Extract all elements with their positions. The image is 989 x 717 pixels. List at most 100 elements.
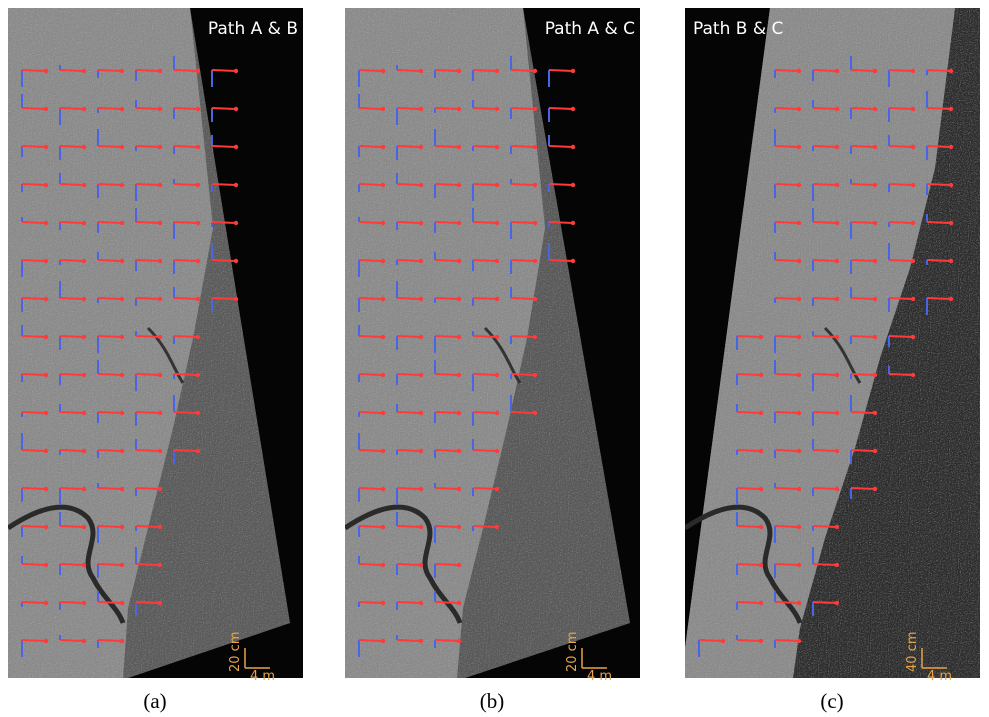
vector-horizontal	[889, 108, 913, 109]
vector-head	[797, 449, 801, 453]
vector-head	[457, 601, 461, 605]
vector-head	[495, 449, 499, 453]
vector-horizontal	[813, 412, 837, 413]
vector-head	[158, 601, 162, 605]
vector-horizontal	[22, 222, 46, 223]
vector-horizontal	[359, 526, 383, 527]
scale-label-vertical: 20 cm	[228, 632, 243, 673]
vector-horizontal	[359, 336, 383, 337]
vector-head	[158, 107, 162, 111]
vector-head	[759, 639, 763, 643]
vector-horizontal	[60, 184, 84, 185]
vector-horizontal	[397, 222, 421, 223]
vector-head	[949, 107, 953, 111]
panel-title: Path A & C	[545, 19, 635, 39]
vector-horizontal	[397, 450, 421, 451]
vector-horizontal	[549, 70, 573, 71]
vector-horizontal	[397, 564, 421, 565]
vector-horizontal	[699, 640, 723, 641]
vector-horizontal	[889, 222, 913, 223]
vector-head	[196, 373, 200, 377]
vector-head	[82, 107, 86, 111]
vector-horizontal	[775, 260, 799, 261]
vector-head	[158, 183, 162, 187]
vector-horizontal	[775, 70, 799, 71]
vector-horizontal	[22, 108, 46, 109]
vector-head	[82, 335, 86, 339]
vector-horizontal	[473, 222, 497, 223]
vector-head	[120, 449, 124, 453]
vector-horizontal	[851, 450, 875, 451]
vector-horizontal	[359, 222, 383, 223]
vector-head	[873, 335, 877, 339]
vector-horizontal	[397, 70, 421, 71]
vector-horizontal	[60, 336, 84, 337]
vector-head	[759, 601, 763, 605]
vector-head	[381, 335, 385, 339]
vector-horizontal	[813, 146, 837, 147]
vector-head	[82, 563, 86, 567]
vector-horizontal	[22, 602, 46, 603]
vector-horizontal	[813, 602, 837, 603]
vector-head	[759, 373, 763, 377]
vector-horizontal	[737, 336, 761, 337]
vector-horizontal	[889, 374, 913, 375]
panel: Path A & C20 cm4 m	[345, 8, 640, 684]
vector-horizontal	[549, 146, 573, 147]
vector-head	[797, 221, 801, 225]
vector-horizontal	[435, 184, 459, 185]
vector-head	[457, 449, 461, 453]
vector-horizontal	[473, 526, 497, 527]
figure: Path A & B20 cm4 m(a)Path A & C20 cm4 m(…	[0, 0, 989, 717]
vector-head	[44, 107, 48, 111]
vector-head	[419, 297, 423, 301]
vector-head	[759, 525, 763, 529]
vector-head	[234, 297, 238, 301]
vector-horizontal	[136, 374, 160, 375]
vector-horizontal	[473, 298, 497, 299]
vector-horizontal	[98, 108, 122, 109]
vector-head	[44, 525, 48, 529]
vector-head	[419, 221, 423, 225]
image-area	[685, 8, 980, 678]
vector-head	[120, 183, 124, 187]
vector-horizontal	[60, 108, 84, 109]
vector-horizontal	[775, 526, 799, 527]
vector-horizontal	[174, 374, 198, 375]
vector-head	[949, 183, 953, 187]
vector-horizontal	[136, 146, 160, 147]
vector-head	[82, 373, 86, 377]
vector-head	[797, 259, 801, 263]
vector-horizontal	[174, 298, 198, 299]
vector-head	[759, 449, 763, 453]
vector-head	[911, 145, 915, 149]
vector-head	[419, 145, 423, 149]
vector-head	[835, 335, 839, 339]
vector-horizontal	[98, 488, 122, 489]
vector-head	[495, 487, 499, 491]
vector-head	[381, 639, 385, 643]
vector-head	[82, 449, 86, 453]
vector-horizontal	[22, 640, 46, 641]
vector-head	[835, 107, 839, 111]
vector-horizontal	[813, 108, 837, 109]
vector-horizontal	[22, 374, 46, 375]
vector-horizontal	[359, 298, 383, 299]
vector-horizontal	[813, 526, 837, 527]
vector-horizontal	[98, 412, 122, 413]
vector-horizontal	[22, 488, 46, 489]
vector-horizontal	[397, 374, 421, 375]
vector-head	[419, 449, 423, 453]
vector-horizontal	[60, 374, 84, 375]
vector-head	[120, 107, 124, 111]
scale-label-horizontal: 4 m	[927, 669, 952, 684]
vector-horizontal	[435, 374, 459, 375]
vector-head	[120, 297, 124, 301]
vector-horizontal	[359, 450, 383, 451]
vector-head	[949, 69, 953, 73]
vector-horizontal	[359, 640, 383, 641]
vector-head	[873, 107, 877, 111]
vector-horizontal	[98, 222, 122, 223]
vector-head	[82, 69, 86, 73]
vector-head	[835, 145, 839, 149]
